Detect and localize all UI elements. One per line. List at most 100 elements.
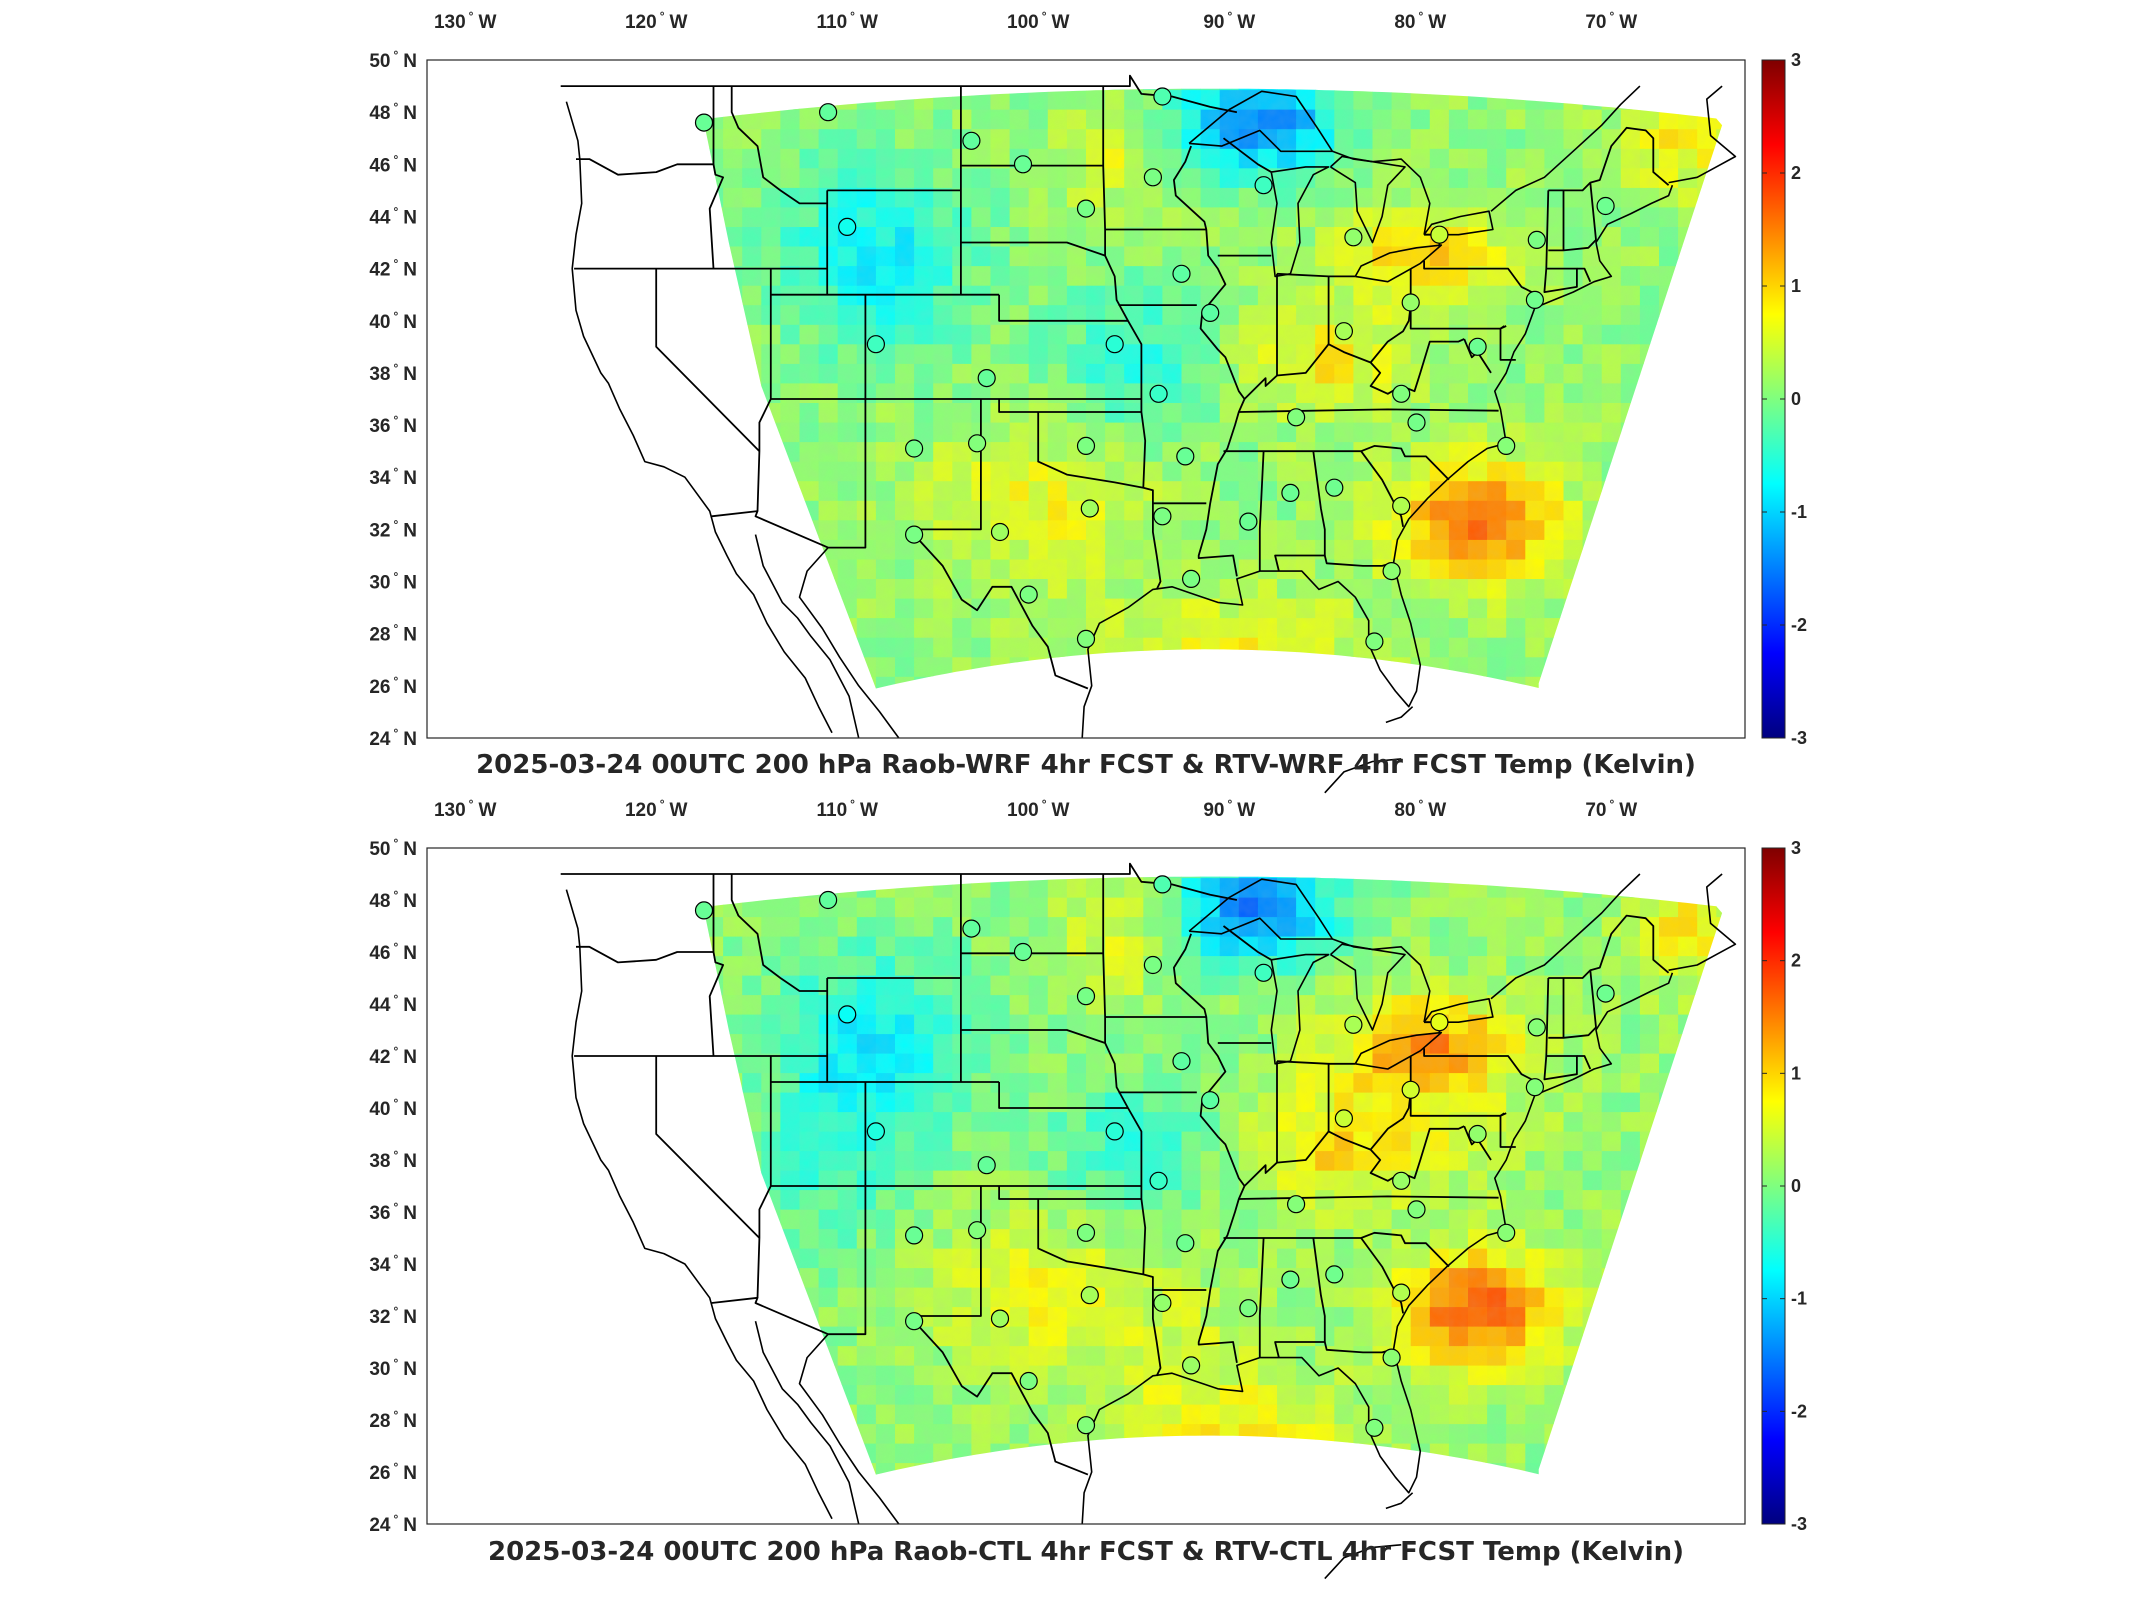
east-gulf-coastline	[1081, 184, 1674, 739]
raob-station-marker	[1076, 1416, 1096, 1435]
state-boundary	[1548, 914, 1670, 979]
raob-station-marker	[962, 919, 981, 938]
state-boundary	[1243, 1061, 1278, 1187]
raob-station-marker	[1596, 196, 1615, 216]
raob-station-marker	[694, 113, 714, 132]
lon-tick-label: 100 ° W	[1007, 797, 1070, 821]
state-boundary	[560, 74, 1238, 114]
lon-tick-label: 120 ° W	[625, 797, 688, 821]
raob-station-marker	[1076, 1223, 1096, 1242]
state-boundary	[960, 1029, 1106, 1044]
state-boundary	[1258, 451, 1265, 572]
raob-station-marker	[1080, 1286, 1099, 1305]
st-lawrence	[1490, 85, 1641, 212]
raob-station-marker	[1392, 384, 1411, 403]
raob-station-marker	[1254, 963, 1273, 982]
raob-station-marker	[1596, 984, 1615, 1003]
state-boundary	[1037, 1199, 1162, 1377]
state-boundary	[998, 1186, 1142, 1200]
raob-station-marker	[1105, 1122, 1124, 1141]
state-boundary	[1548, 126, 1670, 192]
state-boundary	[1173, 933, 1246, 1363]
raob-station-marker	[1401, 293, 1420, 312]
colorbar-tick-label: 3	[1791, 838, 1801, 858]
colorbar-tick-label: 2	[1791, 951, 1801, 971]
raob-station-marker	[1153, 1293, 1172, 1313]
colorbar-tick-label: 0	[1791, 389, 1801, 409]
state-boundary	[1369, 1092, 1412, 1151]
raob-station-marker	[1430, 225, 1449, 244]
raob-station-marker	[1076, 436, 1096, 455]
lat-tick-label: 36 ° N	[369, 1200, 417, 1224]
colorbar-tick-label: 2	[1791, 163, 1801, 183]
raob-station-marker	[1497, 1223, 1516, 1242]
lon-tick-label: 130 ° W	[434, 797, 497, 821]
state-boundary	[1276, 272, 1465, 395]
state-boundary	[960, 241, 1106, 257]
state-boundary	[1360, 450, 1404, 527]
state-boundary	[1423, 1048, 1538, 1083]
raob-station-marker	[990, 522, 1010, 542]
raob-station-marker	[818, 890, 838, 910]
lat-tick-label: 32 ° N	[369, 1304, 417, 1328]
raob-station-marker	[1019, 1371, 1038, 1391]
lat-tick-label: 40 ° N	[369, 1096, 417, 1120]
colorbar-tick-label: 1	[1791, 1063, 1801, 1083]
state-boundary	[1276, 1130, 1330, 1164]
raob-station-marker	[1201, 303, 1220, 322]
raob-station-marker	[1325, 478, 1344, 497]
panel-raob-wrf: 130 ° W 120 ° W 110 ° W 100 ° W 90 ° W 80 ° W 70 ° W 50 ° N 48 ° N…	[369, 9, 1807, 794]
raob-station-marker	[1407, 1200, 1426, 1219]
lat-tick-label: 50 ° N	[369, 48, 417, 72]
state-boundary	[998, 399, 1142, 413]
raob-station-marker	[1527, 230, 1546, 249]
state-boundary	[756, 268, 772, 512]
state-boundary	[711, 294, 867, 549]
state-boundary	[998, 1082, 1128, 1109]
colorbar-tick-label: -1	[1791, 502, 1807, 522]
raob-station-marker	[904, 1312, 924, 1331]
raob-station-marker	[1181, 569, 1201, 589]
state-boundary	[1258, 1237, 1265, 1358]
raob-station-marker	[1430, 1013, 1449, 1032]
state-boundary	[1543, 190, 1578, 294]
raob-station-marker	[904, 1226, 924, 1245]
state-boundary	[730, 86, 828, 205]
great-lake-outline-1	[1270, 166, 1330, 278]
lon-tick-label: 130 ° W	[434, 9, 497, 33]
raob-station-marker	[1153, 507, 1172, 526]
state-boundary	[1276, 343, 1330, 377]
lat-tick-label: 50 ° N	[369, 836, 417, 860]
great-lake-outline-4	[1423, 210, 1494, 236]
state-boundary	[1102, 86, 1147, 488]
raob-station-marker	[838, 1005, 857, 1024]
state-boundary	[708, 86, 724, 269]
state-boundary	[1223, 1231, 1450, 1268]
state-boundary	[655, 268, 761, 452]
raob-station-marker	[1080, 499, 1099, 518]
raob-station-marker	[967, 434, 987, 453]
raob-station-marker	[1365, 1418, 1384, 1437]
state-boundary	[1369, 304, 1412, 364]
raob-station-marker	[1176, 447, 1195, 466]
colorbar-tick-label: 1	[1791, 276, 1801, 296]
raob-station-marker	[1076, 987, 1096, 1006]
colorbar-tick-label: 3	[1791, 50, 1801, 70]
map-axes-frame	[426, 847, 1746, 1525]
raob-station-marker	[1527, 1018, 1546, 1037]
lon-tick-label: 70 ° W	[1585, 9, 1637, 33]
gulf-of-california-coast	[754, 1321, 860, 1525]
lat-tick-label: 46 ° N	[369, 940, 417, 964]
raob-station-marker	[1239, 1299, 1258, 1318]
lat-tick-label: 28 ° N	[369, 1408, 417, 1432]
raob-station-marker	[1407, 413, 1426, 432]
state-boundary	[1243, 273, 1278, 400]
state-boundary	[998, 294, 1128, 322]
lat-tick-label: 26 ° N	[369, 1460, 417, 1484]
lat-tick-label: 48 ° N	[369, 100, 417, 124]
state-boundary	[711, 1082, 867, 1336]
raob-station-marker	[866, 1122, 886, 1141]
state-boundary	[1576, 267, 1592, 283]
raob-station-marker	[1365, 632, 1384, 651]
mexico-mainland-coast	[798, 547, 900, 739]
